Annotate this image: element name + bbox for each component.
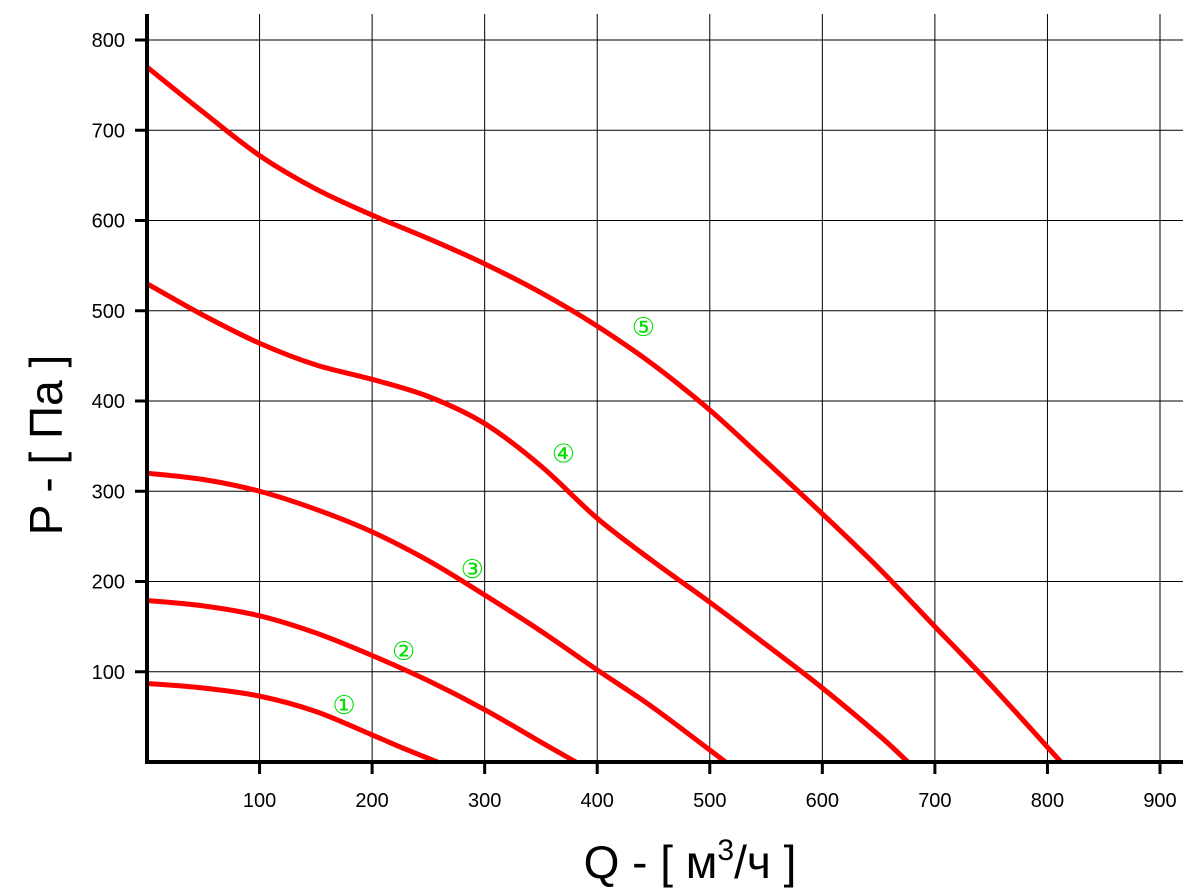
series-group: [145, 65, 1063, 765]
x-tick-label: 400: [581, 790, 614, 812]
curve-labels: ① ② ③ ④ ⑤: [332, 313, 655, 721]
series-line-3: [146, 470, 728, 764]
y-tick-label: 800: [92, 30, 125, 52]
x-tick-label: 500: [693, 790, 726, 812]
x-tick-label: 600: [806, 790, 839, 812]
curve-label-4: ④: [552, 439, 575, 469]
grid: [147, 14, 1183, 762]
y-tick-label: 300: [92, 481, 125, 503]
x-tick-label: 900: [1143, 790, 1176, 812]
x-axis-title-suffix: /ч ]: [734, 836, 796, 888]
series-line-2: [146, 597, 578, 765]
y-tick-label: 600: [92, 211, 125, 233]
x-tick-label: 200: [355, 790, 388, 812]
y-tick-label: 700: [92, 120, 125, 142]
x-axis-title: Q - [ м3/ч ]: [584, 834, 797, 888]
series-line-5: [145, 65, 1063, 764]
y-tick-label: 400: [92, 391, 125, 413]
ticks: 100 200 300 400 500 600 700 800 900 100 200 300 400 5…: [92, 30, 1177, 812]
x-tick-label: 800: [1031, 790, 1064, 812]
x-tick-label: 300: [468, 790, 501, 812]
x-axis-title-sup: 3: [717, 834, 734, 867]
x-tick-label: 100: [243, 790, 276, 812]
y-tick-label: 500: [92, 301, 125, 323]
series-line-1: [146, 680, 439, 765]
x-tick-label: 700: [918, 790, 951, 812]
curve-label-2: ②: [392, 637, 415, 667]
curve-label-3: ③: [461, 555, 484, 585]
y-tick-label: 200: [92, 572, 125, 594]
axes: [145, 14, 1183, 764]
y-tick-label: 100: [92, 662, 125, 684]
series-line-4: [145, 281, 910, 764]
y-axis-title: P - [ Па ]: [20, 355, 72, 536]
curve-label-5: ⑤: [632, 313, 655, 343]
x-axis-title-prefix: Q - [ м: [584, 836, 718, 888]
curve-label-1: ①: [332, 691, 355, 721]
